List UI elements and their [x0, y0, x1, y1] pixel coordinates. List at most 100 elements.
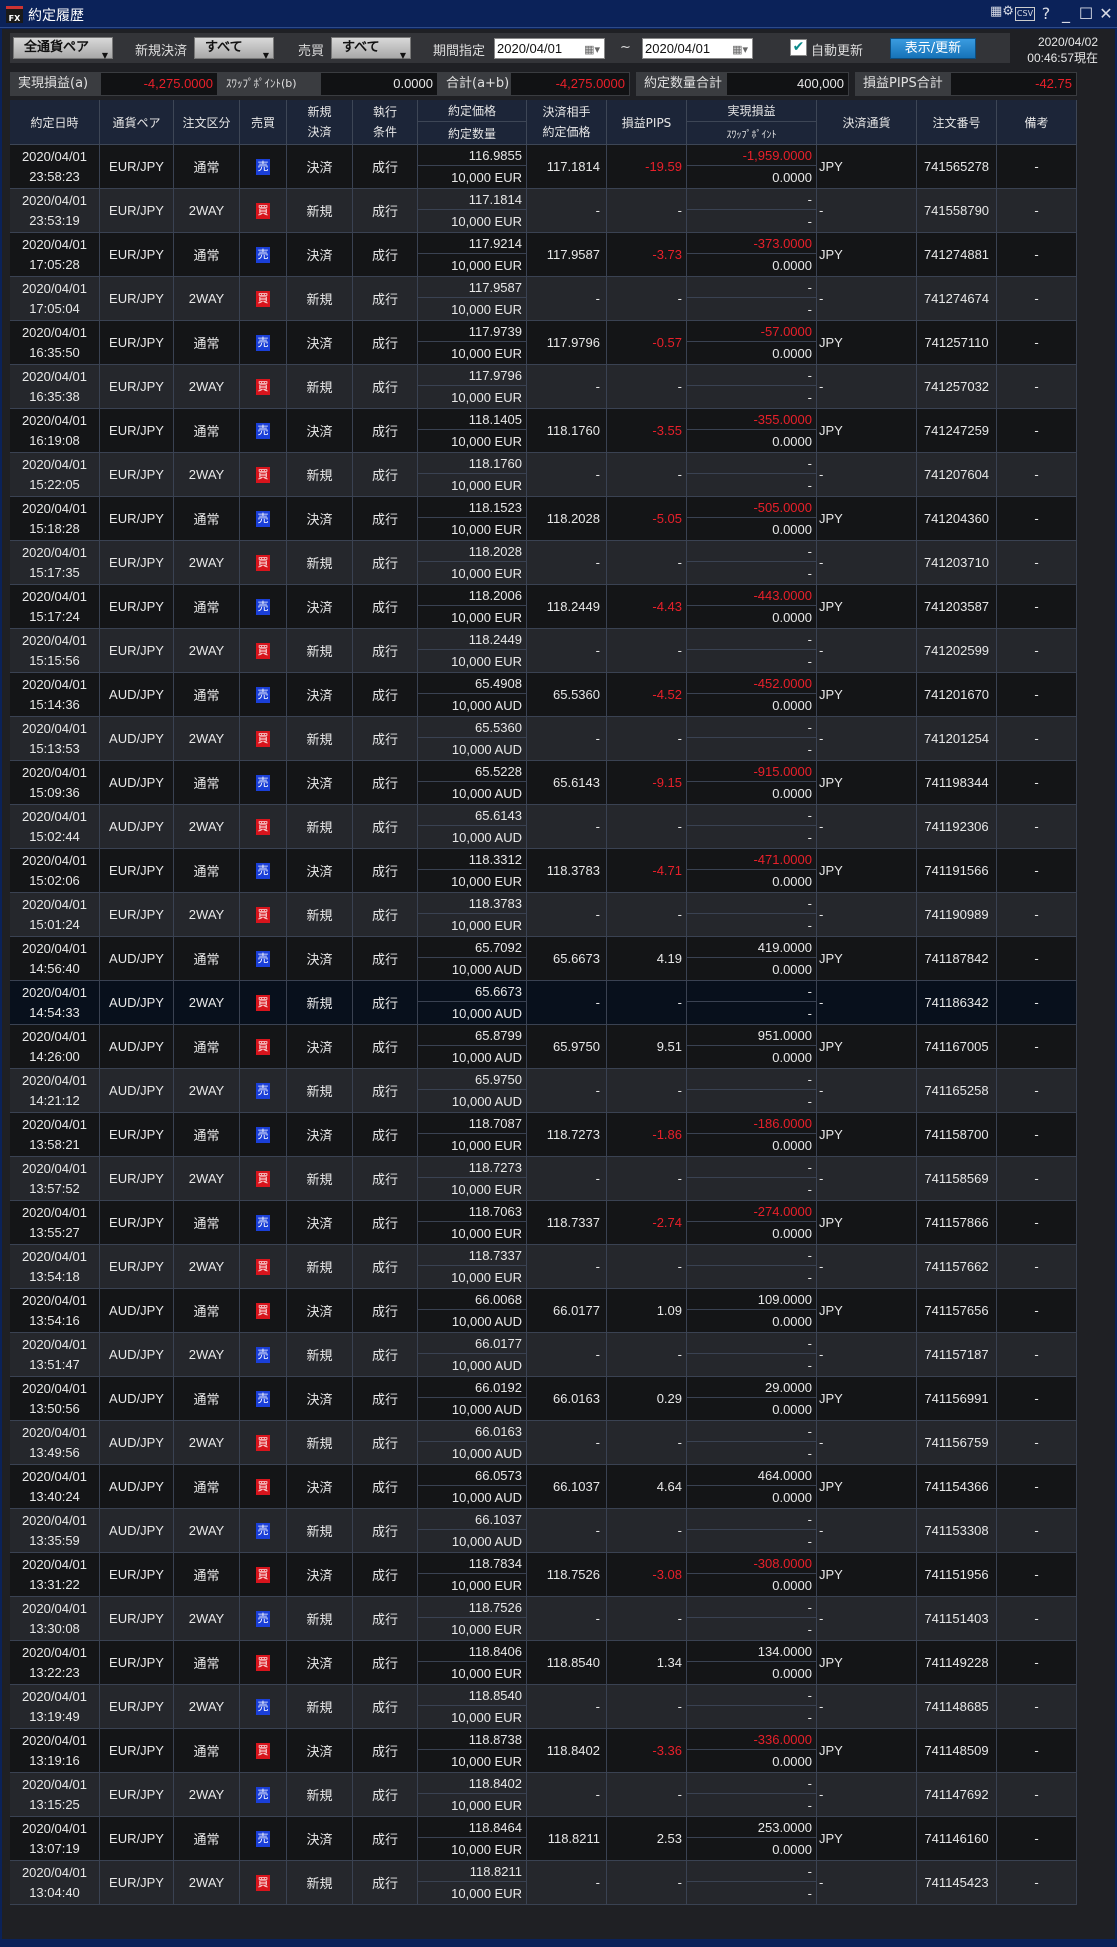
- header-datetime[interactable]: 約定日時: [10, 100, 100, 145]
- table-row[interactable]: 2020/04/01 15:09:36 AUD/JPY 通常 売 決済 成行 65.5228 1…: [10, 761, 1077, 805]
- trade-date: 2020/04/01: [21, 896, 88, 912]
- table-row[interactable]: 2020/04/01 16:19:08 EUR/JPY 通常 売 決済 成行 118.1405…: [10, 409, 1077, 453]
- header-currency[interactable]: 決済通貨: [817, 100, 917, 145]
- trade-time: 14:26:00: [29, 1048, 80, 1064]
- cell-order-no: 741558790: [917, 189, 997, 232]
- help-icon[interactable]: ?: [1041, 4, 1051, 23]
- trade-qty: 10,000 EUR: [451, 258, 522, 273]
- counter-price: 118.7337: [546, 1215, 600, 1230]
- trade-qty: 10,000 EUR: [451, 214, 522, 229]
- table-row[interactable]: 2020/04/01 14:26:00 AUD/JPY 通常 買 決済 成行 65.8799 1…: [10, 1025, 1077, 1069]
- table-row[interactable]: 2020/04/01 13:15:25 EUR/JPY 2WAY 売 新規 成行 118.84…: [10, 1773, 1077, 1817]
- header-order-no[interactable]: 注文番号: [917, 100, 997, 145]
- cell-order-type: 2WAY: [174, 717, 240, 760]
- cell-price-qty: 118.8211 10,000 EUR: [418, 1861, 527, 1904]
- realized-pnl: -: [687, 1245, 816, 1266]
- table-row[interactable]: 2020/04/01 15:13:53 AUD/JPY 2WAY 買 新規 成行 65.536…: [10, 717, 1077, 761]
- header-pnl[interactable]: 実現損益: [687, 100, 817, 122]
- table-row[interactable]: 2020/04/01 13:54:16 AUD/JPY 通常 買 決済 成行 66.0068 1…: [10, 1289, 1077, 1333]
- header-note[interactable]: 備考: [997, 100, 1077, 145]
- refresh-button[interactable]: 表示/更新: [890, 38, 976, 59]
- sell-badge: 売: [256, 1610, 270, 1627]
- order-number: 741145423: [924, 1875, 989, 1890]
- table-row[interactable]: 2020/04/01 14:21:12 AUD/JPY 2WAY 売 新規 成行 65.975…: [10, 1069, 1077, 1113]
- table-row[interactable]: 2020/04/01 15:02:44 AUD/JPY 2WAY 買 新規 成行 65.614…: [10, 805, 1077, 849]
- table-row[interactable]: 2020/04/01 14:56:40 AUD/JPY 通常 売 決済 成行 65.7092 1…: [10, 937, 1077, 981]
- order-number: 741558790: [923, 203, 990, 218]
- cell-currency: -: [817, 1685, 917, 1728]
- cell-currency: -: [817, 189, 917, 232]
- header-pips[interactable]: 損益PIPS: [607, 100, 687, 145]
- settle-currency: JPY: [819, 1655, 843, 1670]
- table-row[interactable]: 2020/04/01 13:55:27 EUR/JPY 通常 売 決済 成行 118.7063…: [10, 1201, 1077, 1245]
- table-row[interactable]: 2020/04/01 13:51:47 AUD/JPY 2WAY 売 新規 成行 66.017…: [10, 1333, 1077, 1377]
- header-order-type[interactable]: 注文区分: [174, 100, 240, 145]
- table-row[interactable]: 2020/04/01 15:17:24 EUR/JPY 通常 売 決済 成行 118.2006…: [10, 585, 1077, 629]
- header-pair[interactable]: 通貨ペア: [100, 100, 174, 145]
- table-row[interactable]: 2020/04/01 14:54:33 AUD/JPY 2WAY 買 新規 成行 65.667…: [10, 981, 1077, 1025]
- order-number: 741149228: [924, 1655, 989, 1670]
- currency-pair-select[interactable]: 全通貨ペア ▼: [13, 37, 113, 60]
- date-to-input[interactable]: 2020/04/01 ▦▾: [642, 38, 753, 59]
- table-row[interactable]: 2020/04/01 16:35:38 EUR/JPY 2WAY 買 新規 成行 117.97…: [10, 365, 1077, 409]
- table-row[interactable]: 2020/04/01 13:04:40 EUR/JPY 2WAY 買 新規 成行 118.82…: [10, 1861, 1077, 1905]
- cell-side: 売: [240, 1509, 287, 1552]
- table-row[interactable]: 2020/04/01 13:58:21 EUR/JPY 通常 売 決済 成行 118.7087…: [10, 1113, 1077, 1157]
- table-row[interactable]: 2020/04/01 13:49:56 AUD/JPY 2WAY 買 新規 成行 66.016…: [10, 1421, 1077, 1465]
- table-row[interactable]: 2020/04/01 13:19:16 EUR/JPY 通常 買 決済 成行 118.8738…: [10, 1729, 1077, 1773]
- cell-pair: AUD/JPY: [100, 1025, 174, 1068]
- side-select[interactable]: すべて ▼: [331, 37, 411, 60]
- maximize-icon[interactable]: ☐: [1078, 4, 1094, 23]
- table-row[interactable]: 2020/04/01 13:50:56 AUD/JPY 通常 売 決済 成行 66.0192 1…: [10, 1377, 1077, 1421]
- trade-time: 15:17:24: [29, 608, 80, 624]
- table-row[interactable]: 2020/04/01 23:58:23 EUR/JPY 通常 売 決済 成行 116.9855…: [10, 145, 1077, 189]
- close-icon[interactable]: ✕: [1099, 4, 1113, 23]
- table-row[interactable]: 2020/04/01 15:02:06 EUR/JPY 通常 売 決済 成行 118.3312…: [10, 849, 1077, 893]
- order-type: 通常: [193, 1568, 220, 1583]
- cell-datetime: 2020/04/01 13:54:18: [10, 1245, 100, 1288]
- header-side[interactable]: 売買: [240, 100, 287, 145]
- pnl-pips: -1.86: [652, 1127, 682, 1142]
- grid-settings-icon[interactable]: ▦⚙: [990, 4, 1014, 19]
- table-row[interactable]: 2020/04/01 15:14:36 AUD/JPY 通常 売 決済 成行 65.4908 1…: [10, 673, 1077, 717]
- table-row[interactable]: 2020/04/01 23:53:19 EUR/JPY 2WAY 買 新規 成行 117.18…: [10, 189, 1077, 233]
- minimize-icon[interactable]: _: [1062, 4, 1070, 23]
- csv-icon[interactable]: CSV: [1015, 7, 1035, 21]
- table-row[interactable]: 2020/04/01 13:35:59 AUD/JPY 2WAY 売 新規 成行 66.103…: [10, 1509, 1077, 1553]
- settle-currency: -: [819, 1259, 824, 1274]
- order-number: 741257032: [923, 379, 990, 394]
- table-row[interactable]: 2020/04/01 13:54:18 EUR/JPY 2WAY 買 新規 成行 118.73…: [10, 1245, 1077, 1289]
- date-from-input[interactable]: 2020/04/01 ▦▾: [494, 38, 605, 59]
- trade-qty: 10,000 EUR: [451, 170, 522, 185]
- table-row[interactable]: 2020/04/01 13:22:23 EUR/JPY 通常 買 決済 成行 118.8406…: [10, 1641, 1077, 1685]
- table-row[interactable]: 2020/04/01 13:07:19 EUR/JPY 通常 売 決済 成行 118.8464…: [10, 1817, 1077, 1861]
- header-price[interactable]: 約定価格: [418, 100, 527, 122]
- cell-order-no: 741158569: [917, 1157, 997, 1200]
- pnl-pips: 4.64: [656, 1479, 682, 1494]
- table-row[interactable]: 2020/04/01 13:19:49 EUR/JPY 2WAY 売 新規 成行 118.85…: [10, 1685, 1077, 1729]
- auto-update-checkbox[interactable]: ✔: [790, 39, 807, 56]
- table-row[interactable]: 2020/04/01 15:22:05 EUR/JPY 2WAY 買 新規 成行 118.17…: [10, 453, 1077, 497]
- header-qty[interactable]: 約定数量: [418, 122, 527, 145]
- new-close-select[interactable]: すべて ▼: [194, 37, 274, 60]
- table-row[interactable]: 2020/04/01 13:40:24 AUD/JPY 通常 買 決済 成行 66.0573 1…: [10, 1465, 1077, 1509]
- table-row[interactable]: 2020/04/01 15:15:56 EUR/JPY 2WAY 買 新規 成行 118.24…: [10, 629, 1077, 673]
- note: -: [1034, 599, 1039, 614]
- header-counter-price[interactable]: 決済相手 約定価格: [527, 100, 607, 145]
- cell-order-type: 通常: [174, 1289, 240, 1332]
- table-row[interactable]: 2020/04/01 15:17:35 EUR/JPY 2WAY 買 新規 成行 118.20…: [10, 541, 1077, 585]
- table-row[interactable]: 2020/04/01 13:57:52 EUR/JPY 2WAY 買 新規 成行 118.72…: [10, 1157, 1077, 1201]
- table-row[interactable]: 2020/04/01 15:18:28 EUR/JPY 通常 売 決済 成行 118.1523…: [10, 497, 1077, 541]
- table-row[interactable]: 2020/04/01 13:30:08 EUR/JPY 2WAY 売 新規 成行 118.75…: [10, 1597, 1077, 1641]
- table-row[interactable]: 2020/04/01 15:01:24 EUR/JPY 2WAY 買 新規 成行 118.37…: [10, 893, 1077, 937]
- table-row[interactable]: 2020/04/01 16:35:50 EUR/JPY 通常 売 決済 成行 117.9739…: [10, 321, 1077, 365]
- table-row[interactable]: 2020/04/01 17:05:28 EUR/JPY 通常 売 決済 成行 117.9214…: [10, 233, 1077, 277]
- calendar-icon[interactable]: ▦▾: [584, 44, 600, 56]
- header-swap[interactable]: ｽﾜｯﾌﾟﾎﾟｲﾝﾄ: [687, 122, 817, 145]
- table-row[interactable]: 2020/04/01 13:31:22 EUR/JPY 通常 買 決済 成行 118.7834…: [10, 1553, 1077, 1597]
- table-row[interactable]: 2020/04/01 17:05:04 EUR/JPY 2WAY 買 新規 成行 117.95…: [10, 277, 1077, 321]
- header-exec[interactable]: 執行 条件: [353, 100, 418, 145]
- calendar-icon[interactable]: ▦▾: [732, 44, 748, 56]
- sell-badge: 売: [256, 334, 270, 351]
- header-new-close[interactable]: 新規 決済: [287, 100, 353, 145]
